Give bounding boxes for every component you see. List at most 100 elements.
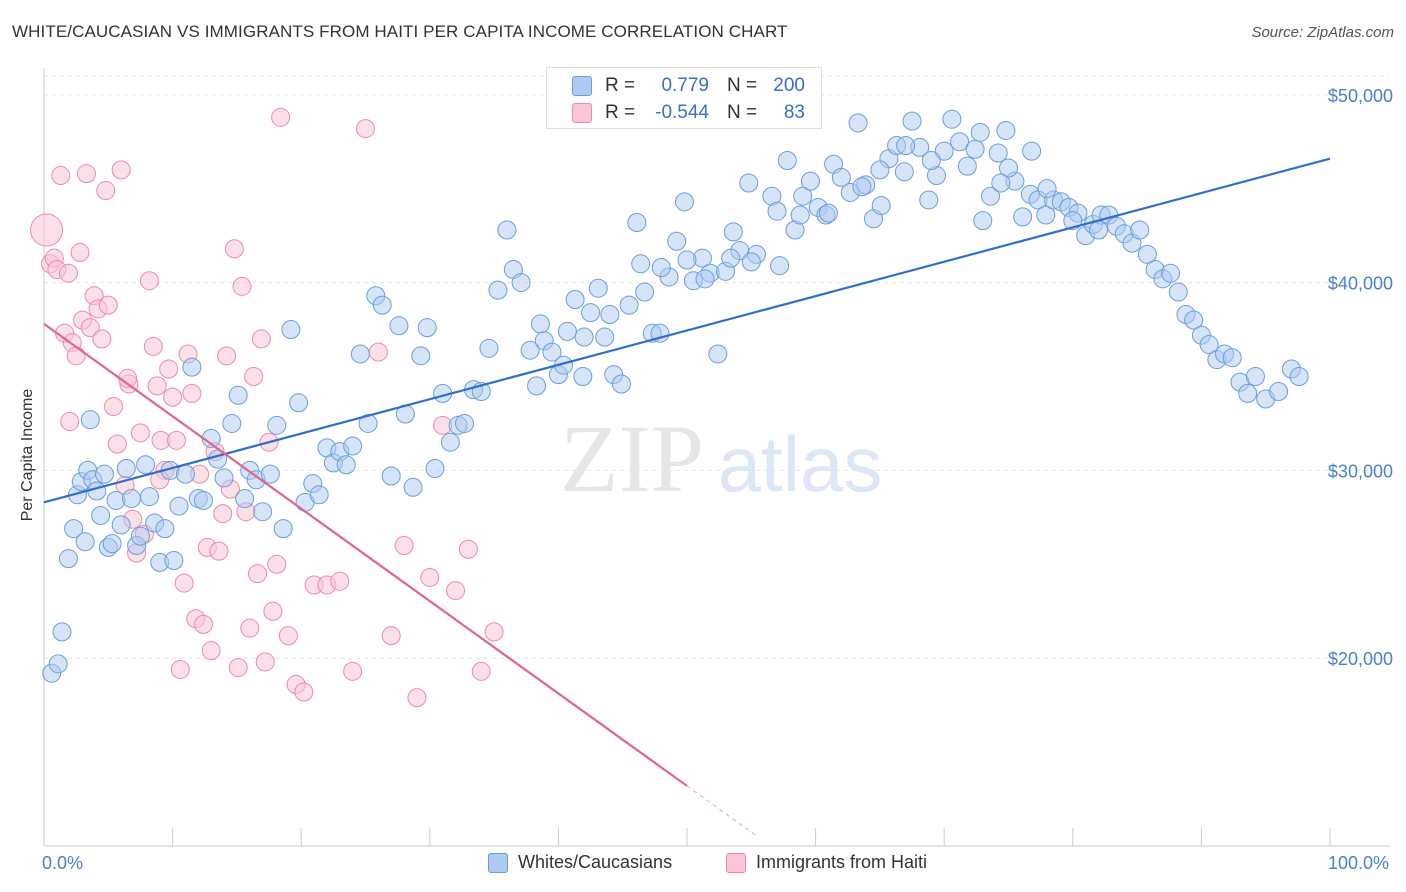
whites-point bbox=[674, 192, 694, 212]
whites-point bbox=[741, 252, 761, 272]
whites-point bbox=[1184, 310, 1204, 330]
whites-point bbox=[94, 464, 114, 484]
whites-point bbox=[557, 321, 577, 341]
whites-point bbox=[1130, 220, 1150, 240]
whites-point bbox=[520, 340, 540, 360]
whites-swatch bbox=[488, 852, 508, 873]
haiti-trend-line bbox=[43, 323, 688, 787]
whites-point bbox=[870, 160, 890, 180]
whites-point bbox=[921, 151, 941, 171]
haiti-point bbox=[209, 541, 229, 561]
legend-label: Immigrants from Haiti bbox=[756, 852, 928, 872]
whites-point bbox=[973, 211, 993, 231]
whites-point bbox=[894, 162, 914, 182]
r-label: R = bbox=[605, 102, 636, 123]
whites-point bbox=[425, 459, 445, 479]
stats-legend: R = 0.779 N = 200 R = -0.544 N = 83 bbox=[546, 67, 822, 129]
n-value: 200 bbox=[773, 75, 805, 96]
whites-point bbox=[902, 111, 922, 131]
haiti-point bbox=[343, 661, 363, 681]
haiti-point bbox=[66, 346, 86, 366]
haiti-point bbox=[139, 271, 159, 291]
haiti-point bbox=[267, 554, 287, 574]
whites-point bbox=[950, 132, 970, 152]
whites-point bbox=[228, 385, 248, 405]
haiti-point bbox=[263, 601, 283, 621]
r-value: -0.544 bbox=[655, 102, 709, 123]
y-tick-label: $50,000 bbox=[1328, 86, 1393, 106]
whites-point bbox=[695, 269, 715, 289]
whites-point bbox=[965, 139, 985, 159]
whites-point bbox=[511, 273, 531, 293]
haiti-point bbox=[166, 430, 186, 450]
whites-point bbox=[48, 654, 68, 674]
haiti-point bbox=[170, 659, 190, 679]
whites-point bbox=[1022, 141, 1042, 161]
whites-point bbox=[635, 282, 655, 302]
haiti-point bbox=[228, 658, 248, 678]
whites-point bbox=[164, 551, 184, 571]
whites-point bbox=[611, 374, 631, 394]
whites-point bbox=[1245, 366, 1265, 386]
whites-point bbox=[358, 413, 378, 433]
watermark-atlas: atlas bbox=[718, 420, 883, 508]
haiti-point bbox=[51, 166, 71, 186]
haiti-point bbox=[458, 539, 478, 559]
whites-point bbox=[970, 122, 990, 142]
haiti-point bbox=[58, 263, 78, 283]
haiti-point bbox=[294, 682, 314, 702]
whites-point bbox=[800, 171, 820, 191]
legend-item-whites[interactable]: Whites/Caucasians bbox=[488, 852, 672, 873]
legend-item-haiti[interactable]: Immigrants from Haiti bbox=[726, 852, 927, 873]
whites-point bbox=[235, 489, 255, 509]
stats-row-haiti: R = -0.544 N = 83 bbox=[547, 100, 821, 126]
y-tick-labels: $20,000 $30,000 $40,000 $50,000 bbox=[1328, 86, 1393, 669]
haiti-point bbox=[471, 661, 491, 681]
whites-point bbox=[281, 320, 301, 340]
whites-point bbox=[80, 410, 100, 430]
whites-point bbox=[991, 173, 1011, 193]
whites-point bbox=[1161, 263, 1181, 283]
haiti-point bbox=[159, 359, 179, 379]
whites-point bbox=[790, 205, 810, 225]
whites-point bbox=[739, 173, 759, 193]
whites-point bbox=[455, 413, 475, 433]
whites-point bbox=[389, 316, 409, 336]
trend-lines bbox=[43, 157, 1331, 838]
whites-point bbox=[919, 190, 939, 210]
whites-point bbox=[667, 231, 687, 251]
y-tick-label: $40,000 bbox=[1328, 274, 1393, 294]
axes bbox=[43, 68, 1390, 847]
haiti-point bbox=[76, 164, 96, 184]
whites-point bbox=[631, 254, 651, 274]
legend-label: Whites/Caucasians bbox=[518, 852, 673, 872]
haiti-point bbox=[111, 160, 131, 180]
whites-point bbox=[155, 519, 175, 539]
haiti-point bbox=[407, 688, 427, 708]
haiti-point bbox=[107, 434, 127, 454]
haiti-point bbox=[201, 641, 221, 661]
x-tick-label-min: 0.0% bbox=[42, 853, 84, 873]
whites-point bbox=[175, 464, 195, 484]
haiti-point bbox=[271, 107, 291, 127]
whites-point bbox=[530, 314, 550, 334]
y-tick-label: $30,000 bbox=[1328, 461, 1393, 481]
haiti-point bbox=[92, 329, 112, 349]
whites-point bbox=[75, 532, 95, 552]
whites-point bbox=[942, 109, 962, 129]
whites-point bbox=[139, 487, 159, 507]
haiti-point bbox=[251, 329, 271, 349]
n-label: N = bbox=[727, 75, 758, 96]
whites-point bbox=[309, 485, 329, 505]
haiti-point bbox=[356, 119, 375, 139]
chart-title: WHITE/CAUCASIAN VS IMMIGRANTS FROM HAITI… bbox=[12, 22, 788, 41]
haiti-point bbox=[70, 243, 90, 263]
whites-point bbox=[267, 415, 287, 435]
whites-point bbox=[87, 481, 107, 501]
whites-point bbox=[253, 502, 273, 522]
haiti-point bbox=[381, 626, 401, 646]
watermark-zip: ZIP bbox=[560, 405, 704, 512]
whites-point bbox=[411, 346, 431, 366]
whites-point bbox=[574, 327, 594, 347]
whites-point bbox=[222, 413, 242, 433]
